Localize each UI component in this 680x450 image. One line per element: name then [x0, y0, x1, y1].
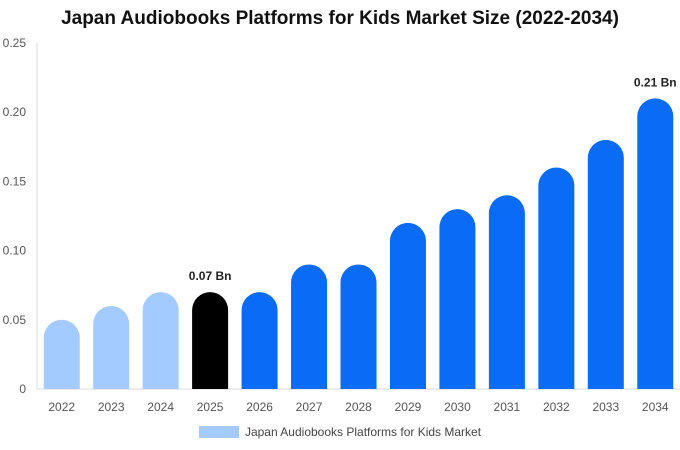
bar-2032	[538, 167, 575, 389]
legend: Japan Audiobooks Platforms for Kids Mark…	[0, 425, 680, 439]
legend-label: Japan Audiobooks Platforms for Kids Mark…	[244, 425, 482, 439]
bar-2026	[241, 292, 278, 389]
bar-2024	[142, 292, 179, 389]
x-tick-label: 2025	[197, 400, 224, 414]
data-label-2034: 0.21 Bn	[634, 75, 677, 89]
x-tick-label: 2029	[395, 400, 422, 414]
bar-2027	[291, 264, 328, 389]
bar-2023	[93, 305, 130, 389]
x-tick-label: 2031	[494, 400, 521, 414]
x-tick-label: 2028	[345, 400, 372, 414]
x-tick-label: 2027	[296, 400, 323, 414]
bar-2025	[192, 292, 229, 389]
y-tick-label: 0.15	[3, 174, 27, 188]
bar-2028	[340, 264, 377, 389]
bar-2030	[439, 209, 476, 389]
legend-swatch	[198, 426, 239, 438]
x-tick-label: 2023	[98, 400, 125, 414]
y-tick-label: 0.10	[3, 244, 27, 258]
x-tick-label: 2032	[543, 400, 570, 414]
chart-title: Japan Audiobooks Platforms for Kids Mark…	[61, 8, 619, 29]
x-tick-label: 2030	[444, 400, 471, 414]
bar-2029	[389, 222, 426, 389]
y-tick-label: 0.20	[3, 105, 27, 119]
bar-2034	[637, 98, 674, 390]
bar-2031	[488, 195, 525, 389]
y-tick-label: 0.05	[3, 313, 27, 327]
x-tick-label: 2026	[246, 400, 273, 414]
x-tick-label: 2033	[592, 400, 619, 414]
x-tick-label: 2034	[642, 400, 669, 414]
bar-2033	[587, 139, 624, 389]
x-tick-label: 2024	[147, 400, 174, 414]
y-tick-label: 0.25	[3, 36, 27, 50]
y-tick-label: 0	[19, 382, 26, 396]
bar-2022	[43, 319, 80, 389]
x-tick-label: 2022	[48, 400, 75, 414]
data-label-2025: 0.07 Bn	[189, 269, 232, 283]
